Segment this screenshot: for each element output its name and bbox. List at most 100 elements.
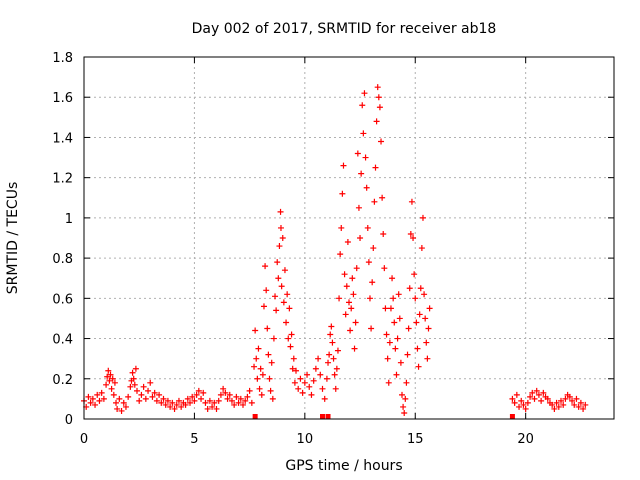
data-point (414, 345, 421, 352)
series-srmtid (81, 84, 589, 419)
data-point (301, 379, 308, 386)
y-tick-label: 0.2 (52, 373, 73, 388)
data-point (253, 355, 260, 362)
data-point (412, 295, 419, 302)
data-point (516, 403, 523, 410)
data-point (134, 387, 140, 394)
data-point (387, 305, 394, 312)
data-point (256, 385, 263, 392)
data-point (287, 343, 294, 350)
y-tick-label: 0.4 (52, 333, 73, 348)
data-point (566, 393, 573, 400)
data-point (280, 299, 287, 306)
data-point (422, 315, 429, 322)
y-tick-label: 1.2 (52, 172, 73, 187)
x-tick-label: 20 (517, 432, 534, 447)
data-point (286, 305, 293, 312)
data-point (421, 291, 428, 298)
data-point (127, 383, 134, 390)
data-point (375, 94, 382, 101)
data-point (191, 397, 198, 404)
data-point (364, 224, 371, 231)
data-point (394, 335, 401, 342)
data-point (187, 399, 193, 406)
data-point (317, 371, 324, 378)
data-point (295, 385, 302, 392)
data-point (582, 401, 589, 408)
tick-labels: 0 0.2 0.4 0.6 0.8 1 1.2 1.4 1.6 1.8 0 5 10 15 20 (52, 51, 534, 447)
y-axis-label: SRMTID / TECUs (5, 182, 21, 295)
data-point (264, 325, 271, 332)
data-point (524, 399, 531, 406)
data-point (355, 204, 362, 211)
data-point (347, 327, 354, 334)
data-point (130, 375, 137, 382)
data-point (509, 395, 516, 402)
data-point (257, 365, 264, 372)
data-point (370, 245, 377, 252)
data-point (361, 90, 368, 97)
zero-marker (509, 414, 515, 419)
data-point (343, 283, 350, 290)
data-point (142, 395, 149, 402)
data-point (255, 345, 262, 352)
data-point (357, 235, 364, 241)
data-point (293, 367, 299, 374)
data-point (531, 395, 538, 402)
data-point (339, 190, 346, 197)
data-point (371, 198, 378, 205)
data-point (151, 389, 158, 396)
data-point (551, 405, 558, 412)
data-point (116, 395, 123, 402)
data-point (252, 327, 259, 334)
grid (84, 57, 614, 419)
data-point (404, 351, 411, 358)
data-point (392, 345, 399, 352)
data-point (211, 399, 218, 406)
data-point (167, 403, 174, 410)
data-point (138, 391, 145, 398)
data-point (289, 365, 296, 372)
data-point (424, 355, 431, 362)
data-point (193, 391, 200, 398)
data-point (389, 275, 396, 282)
data-point (342, 311, 349, 318)
data-point (407, 230, 414, 237)
data-point (164, 397, 171, 404)
y-tick-label: 1.6 (52, 91, 73, 106)
data-point (350, 291, 357, 298)
data-point (162, 401, 169, 408)
data-point (348, 305, 355, 312)
data-point (173, 401, 180, 408)
x-tick-label: 0 (80, 432, 88, 447)
data-point (268, 359, 275, 366)
y-tick-label: 1 (65, 212, 73, 227)
data-point (368, 325, 375, 332)
data-point (549, 401, 556, 408)
data-point (111, 379, 118, 386)
data-point (278, 283, 285, 290)
data-point (222, 389, 229, 396)
data-point (304, 371, 311, 378)
data-point (265, 351, 272, 358)
y-tick-label: 0 (65, 413, 73, 428)
data-point (235, 399, 242, 406)
data-point (273, 307, 280, 314)
data-point (122, 403, 129, 410)
data-point (382, 305, 389, 312)
data-point (267, 387, 274, 394)
data-point (131, 381, 138, 388)
data-point (558, 397, 564, 404)
data-point (329, 339, 336, 346)
data-point (140, 383, 147, 390)
data-point (527, 393, 534, 400)
data-point (321, 395, 328, 402)
data-point (284, 291, 291, 298)
data-point (310, 377, 317, 384)
data-point (425, 325, 432, 332)
data-point (149, 393, 156, 400)
data-point (107, 371, 114, 378)
data-point (366, 295, 373, 302)
data-point (288, 331, 295, 338)
